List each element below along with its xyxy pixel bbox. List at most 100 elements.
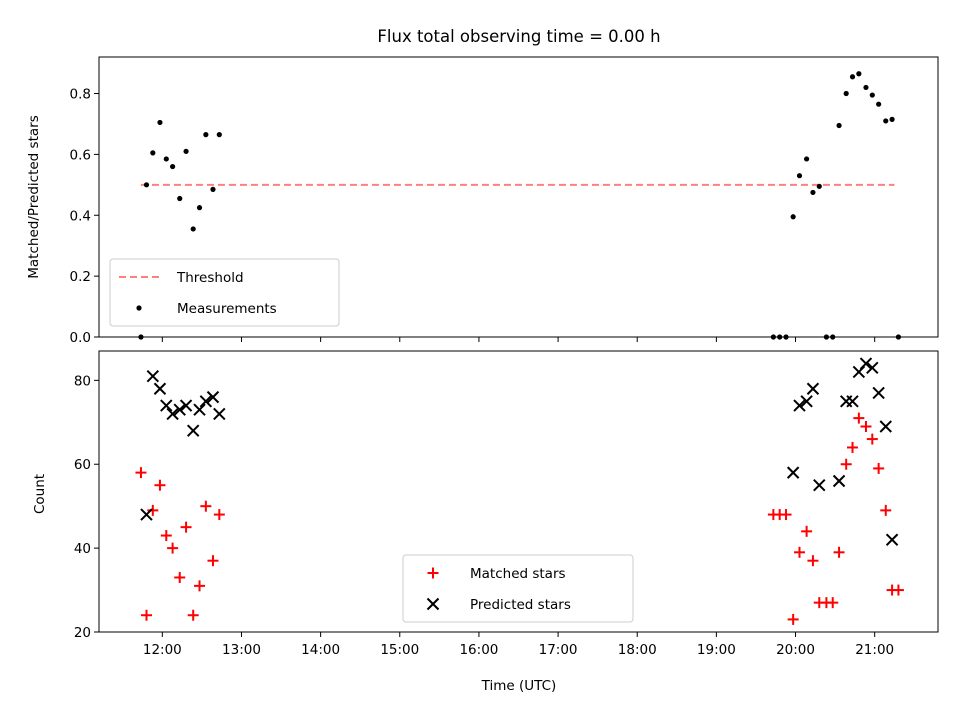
top-legend: Threshold Measurements — [109, 258, 340, 327]
x-tick-label: 17:00 — [539, 642, 578, 658]
matched-star-point — [793, 546, 805, 558]
predicted-star-point — [140, 508, 153, 521]
x-axis-label: Time (UTC) — [481, 678, 557, 694]
measurement-point — [170, 163, 176, 170]
predicted-star-point-b — [885, 533, 899, 546]
predicted-star-point — [786, 466, 800, 479]
matched-star-point — [780, 509, 792, 521]
top-panel: 0.0 0.2 0.4 0.6 0.8 Threshold Measurements — [70, 56, 939, 346]
predicted-star-point — [800, 395, 813, 408]
predicted-star-point-b — [786, 466, 800, 479]
matched-star-point — [167, 542, 179, 554]
predicted-star-point — [199, 395, 213, 408]
predicted-star-point — [813, 479, 826, 492]
matched-star-point — [892, 584, 904, 596]
measurement-point — [863, 84, 869, 91]
matched-star-point — [833, 546, 845, 558]
legend-measurements-label: Measurements — [177, 301, 277, 317]
legend-matched-swatch — [427, 567, 439, 579]
matched-star-point — [140, 609, 152, 621]
measurement-point — [150, 150, 156, 156]
bottom-panel: 20 40 60 80 12:00 13:00 14:00 15:00 16:00 17:00 18… — [74, 350, 939, 658]
predicted-star-point — [173, 403, 186, 416]
x-tick-label: 16:00 — [459, 642, 498, 658]
measurement-point — [816, 183, 822, 189]
legend-measurements-swatch — [136, 305, 142, 311]
predicted-star-point-b — [166, 407, 179, 421]
top-y-tick-label: 0.4 — [70, 208, 91, 224]
predicted-star-point — [832, 474, 846, 488]
predicted-star-point-b — [179, 399, 193, 412]
legend-matched-label: Matched stars — [470, 566, 566, 582]
predicted-star-point-b — [813, 479, 826, 492]
matched-star-point — [147, 504, 159, 516]
legend-predicted-swatch-b — [426, 597, 440, 611]
x-tick-label: 14:00 — [301, 642, 340, 658]
matched-star-point — [213, 509, 225, 521]
matched-star-point — [873, 462, 885, 474]
predicted-star-point-b — [793, 399, 806, 412]
matched-star-point — [207, 555, 219, 567]
matched-star-point — [174, 571, 186, 583]
top-y-axis-label: Matched/Predicted stars — [26, 115, 42, 278]
measurement-point — [810, 189, 816, 196]
matched-star-point — [847, 441, 859, 453]
matched-star-point — [807, 555, 819, 567]
chart-title: Flux total observing time = 0.00 h — [377, 27, 660, 46]
x-tick-label: 18:00 — [618, 642, 657, 658]
predicted-star-point-b — [193, 403, 206, 416]
predicted-star-point — [193, 403, 206, 416]
predicted-star-point-b — [872, 386, 885, 400]
top-legend-box — [109, 258, 340, 327]
predicted-star-point-b — [173, 403, 186, 416]
legend-predicted-swatch — [426, 597, 440, 611]
top-axes-frame — [98, 56, 939, 338]
predicted-star-point-b — [140, 508, 153, 521]
predicted-star-point-b — [832, 474, 846, 488]
x-tick-label: 21:00 — [855, 642, 894, 658]
top-y-tick-label: 0.8 — [70, 87, 91, 103]
matched-star-point — [154, 479, 166, 491]
predicted-star-point — [806, 382, 820, 395]
top-y-tick-label: 0.0 — [70, 330, 91, 346]
matched-star-point — [135, 467, 147, 479]
measurement-point — [790, 214, 796, 220]
x-tick-label: 15:00 — [380, 642, 419, 658]
predicted-star-point — [153, 382, 167, 395]
predicted-star-point-b — [866, 361, 879, 374]
predicted-star-point-b — [800, 395, 813, 408]
legend-predicted-label: Predicted stars — [470, 597, 571, 613]
x-tick-label: 13:00 — [222, 642, 261, 658]
x-tick-label: 19:00 — [697, 642, 736, 658]
predicted-star-point — [846, 395, 859, 408]
bottom-y-tick-label: 20 — [74, 625, 91, 641]
predicted-star-point — [206, 390, 220, 404]
predicted-star-point — [885, 533, 899, 546]
matched-star-point — [200, 500, 212, 512]
predicted-star-point-b — [153, 382, 167, 395]
measurement-point — [183, 148, 189, 154]
measurement-point — [883, 118, 889, 124]
measurement-point — [843, 90, 849, 97]
predicted-star-point — [879, 420, 892, 433]
matched-star-point — [860, 420, 872, 432]
measurement-point — [216, 132, 222, 138]
measurement-point — [196, 205, 203, 211]
matched-star-point — [827, 597, 839, 609]
matched-star-point — [787, 613, 799, 625]
bottom-legend-box — [402, 554, 634, 623]
measurement-point — [190, 226, 196, 232]
predicted-star-point-b — [213, 407, 226, 421]
measurement-point — [796, 173, 803, 179]
measurement-point — [157, 119, 163, 126]
matched-star-point — [187, 609, 199, 621]
predicted-star-point — [166, 407, 179, 421]
predicted-star-point-b — [859, 357, 873, 370]
measurement-point — [143, 182, 150, 188]
matched-star-point — [801, 525, 813, 537]
measurement-point — [203, 132, 209, 138]
legend-threshold-label: Threshold — [176, 270, 244, 286]
top-y-tick-label: 0.2 — [70, 269, 91, 285]
measurement-point — [869, 92, 875, 98]
